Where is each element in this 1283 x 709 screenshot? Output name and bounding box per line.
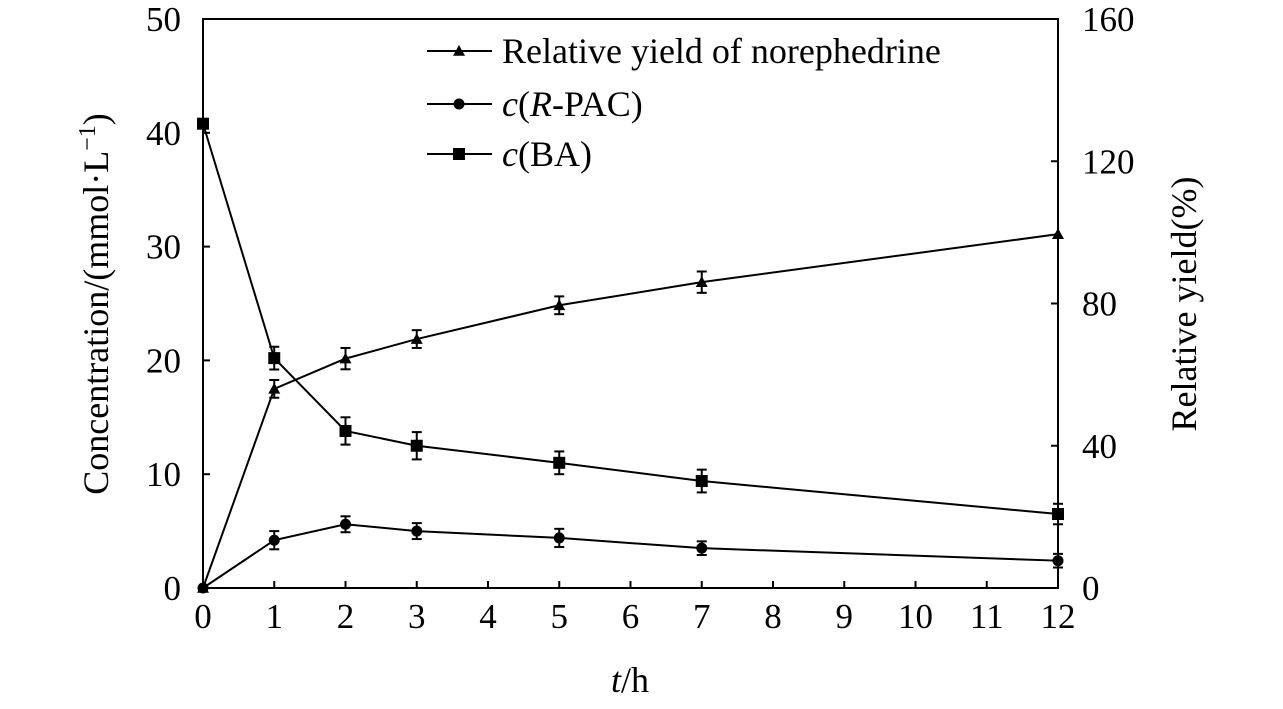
y-axis-right-title: Relative yield(%) [1164,177,1204,432]
x-tick-label: 12 [1041,597,1076,636]
data-point-circle [1052,555,1064,567]
y-right-tick-label: 80 [1082,285,1117,324]
data-point-square [695,475,708,488]
x-tick-label: 4 [479,597,497,636]
legend-label: Relative yield of norephedrine [502,31,941,71]
x-tick-label: 3 [408,597,426,636]
data-point-circle [553,532,565,544]
y-left-tick-label: 50 [146,0,181,39]
series-square [197,117,1064,526]
data-point-square [268,352,281,365]
data-point-square [553,456,566,469]
x-axis-title-var: t [611,660,622,700]
series-circle [197,515,1064,594]
y-left-tick-label: 10 [146,455,181,494]
y-right-tick-label: 160 [1082,0,1135,39]
legend-label: c(BA) [502,134,592,174]
legend-marker-square [453,148,465,160]
data-point-circle [197,582,209,594]
data-point-triangle [553,299,566,311]
y-right-tick-label: 0 [1082,569,1100,608]
legend-marker-circle [453,98,465,110]
x-tick-label: 0 [194,597,212,636]
series-layer [197,117,1064,594]
data-point-triangle [1052,228,1064,239]
y-right-tick-label: 120 [1082,142,1135,181]
legend-label: c(R-PAC) [502,84,643,124]
data-point-circle [696,542,708,554]
data-point-square [1052,508,1064,521]
series-line-circle [202,523,1059,589]
x-tick-label: 9 [836,597,854,636]
x-tick-label: 11 [970,597,1004,636]
x-tick-label: 1 [266,597,284,636]
y-axis-left-title-main: Concentration/(mmol·L [76,151,116,495]
data-point-square [339,424,352,437]
x-axis-title: t/h [611,660,649,700]
x-tick-label: 2 [337,597,355,636]
data-point-circle [411,525,423,537]
data-point-triangle [695,276,708,287]
x-tick-label: 10 [898,597,933,636]
x-tick-label: 6 [622,597,640,636]
series-triangle [197,228,1064,593]
data-point-square [410,439,423,452]
data-point-triangle [410,333,423,344]
y-left-tick-label: 0 [164,569,182,608]
y-right-tick-label: 40 [1082,427,1117,466]
x-tick-label: 8 [764,597,782,636]
data-point-circle [340,518,351,530]
data-point-circle [268,534,280,546]
x-tick-label: 7 [693,597,711,636]
data-point-triangle [268,382,281,394]
y-left-tick-label: 30 [146,228,181,267]
data-point-square [197,117,209,130]
series-line-square [202,123,1059,516]
y-axis-left-title-sup: −1 [75,125,101,151]
y-axis-left-title: Concentration/(mmol·L−1) [75,113,116,494]
x-axis-title-unit: /h [621,660,649,700]
series-line-triangle [202,233,1059,589]
legend-marker-triangle [453,45,465,56]
data-point-triangle [339,352,352,364]
legend: Relative yield of norephedrine c(R-PAC) c(… [427,31,941,174]
y-axis-left-title-close: ) [76,113,116,125]
y-left-tick-label: 40 [146,114,181,153]
y-left-tick-label: 20 [146,341,181,380]
x-tick-label: 5 [551,597,569,636]
